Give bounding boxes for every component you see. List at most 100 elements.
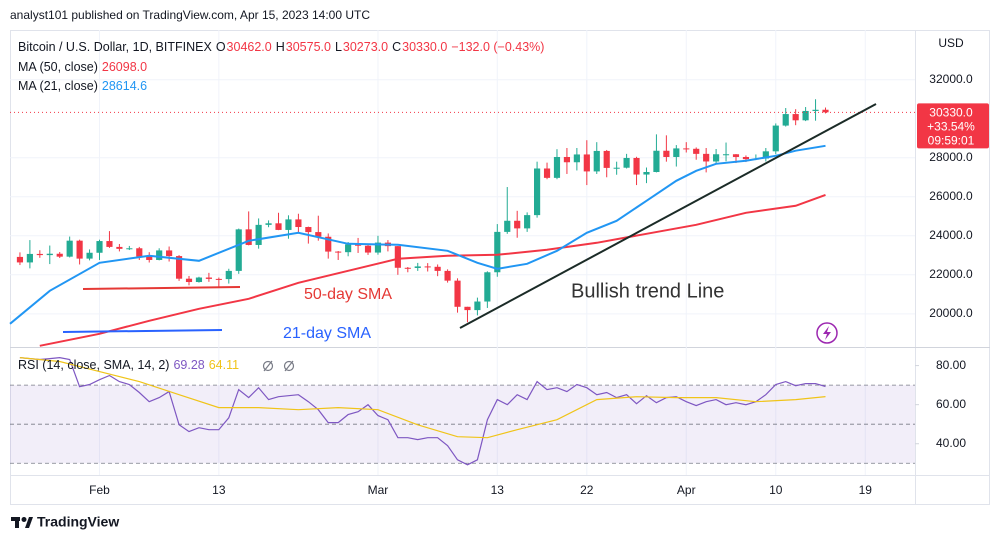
candle-body xyxy=(225,270,232,280)
legend-name: MA (50, close) xyxy=(18,59,98,74)
candle-body xyxy=(26,253,33,263)
candle-body xyxy=(653,150,660,173)
publisher: analyst101 published on TradingView.com,… xyxy=(10,8,370,22)
candle-body xyxy=(703,153,710,162)
y-tick-label: 22000.0 xyxy=(929,267,973,281)
candle-body xyxy=(494,231,501,273)
candle-body xyxy=(732,154,740,157)
symbol: Bitcoin / U.S. Dollar, 1D, BITFINEX xyxy=(18,40,212,54)
candle-body xyxy=(275,223,282,230)
ohlc-key: L xyxy=(334,40,342,54)
candle-body xyxy=(543,168,551,178)
candle-body xyxy=(66,240,73,257)
currency: USD xyxy=(938,36,964,50)
price-tag-label: 09:59:01 xyxy=(928,133,975,147)
candle-body xyxy=(792,114,799,121)
annotation: 50-day SMA xyxy=(304,286,392,303)
candle-body xyxy=(782,114,789,126)
legend-value: 28614.6 xyxy=(101,79,148,93)
candle-body xyxy=(325,236,332,252)
rsi-legend: RSI (14, close, SMA, 14, 2) 69.28 64.11 xyxy=(18,358,243,372)
candle-body xyxy=(514,220,521,229)
main-legend: Bitcoin / U.S. Dollar, 1D, BITFINEX O3046… xyxy=(18,38,548,97)
candle-body xyxy=(315,232,322,237)
y-tick-label: 32000.0 xyxy=(929,72,973,86)
candle-body xyxy=(484,272,491,302)
legend-row: Bitcoin / U.S. Dollar, 1D, BITFINEX O3046… xyxy=(18,38,548,58)
candle-body xyxy=(136,248,143,257)
y-tick-label: 40.00 xyxy=(936,436,966,450)
x-tick-label: 10 xyxy=(769,483,783,497)
candle-body xyxy=(623,157,630,168)
candle-body xyxy=(116,246,123,249)
candle-body xyxy=(583,154,590,172)
candle-body xyxy=(424,266,431,268)
brand: TradingView xyxy=(37,514,119,530)
frame xyxy=(10,30,990,505)
candle-body xyxy=(454,280,461,307)
candle-body xyxy=(663,150,670,157)
candle-body xyxy=(146,256,153,260)
y-tick-label: 24000.0 xyxy=(929,228,973,242)
ohlc-value: 30575.0 xyxy=(285,40,331,54)
candle-body xyxy=(822,109,829,113)
moving-average xyxy=(9,144,826,325)
candle-body xyxy=(295,219,302,228)
y-tick-label: 80.00 xyxy=(936,358,966,372)
x-tick-label: Feb xyxy=(89,483,110,497)
candle-body xyxy=(245,229,252,245)
trend-line xyxy=(459,103,877,329)
indicator-value: 69.28 xyxy=(173,358,205,372)
candle-body xyxy=(265,223,272,225)
legend-name: MA (21, close) xyxy=(18,79,98,93)
rsi-icons xyxy=(262,360,295,372)
event-icon[interactable] xyxy=(816,322,838,344)
candle-body xyxy=(553,156,561,178)
candle-body xyxy=(524,215,531,229)
marks xyxy=(9,99,915,466)
tv-logo xyxy=(11,517,33,528)
x-tick-label: 13 xyxy=(491,483,505,497)
legend-value: 26098.0 xyxy=(101,59,148,74)
legend-row: MA (21, close) 28614.6 xyxy=(18,77,548,97)
candle-body xyxy=(722,154,730,156)
y-tick-label: 20000.0 xyxy=(929,306,973,320)
sma50-marker xyxy=(82,286,241,290)
candle-body xyxy=(673,148,680,157)
candle-body xyxy=(205,277,212,279)
ohlc-value: 30462.0 xyxy=(226,40,272,54)
candle-body xyxy=(345,244,352,253)
candle-body xyxy=(593,150,600,172)
y-tick-label: 26000.0 xyxy=(929,189,973,203)
indicator-name: RSI (14, close, SMA, 14, 2) xyxy=(18,358,170,372)
candle-body xyxy=(255,224,262,245)
candle-body xyxy=(215,278,222,280)
candle-body xyxy=(56,253,63,257)
candle-body xyxy=(156,250,163,260)
drawings: 50-day SMA 21-day SMA Bullish trend Line xyxy=(62,103,877,372)
candle-body xyxy=(106,241,113,247)
candle-body xyxy=(335,251,342,253)
candle-body xyxy=(802,110,809,121)
x-tick-label: Apr xyxy=(677,483,696,497)
indicator-value: 64.11 xyxy=(208,358,240,372)
candle-body xyxy=(46,253,53,256)
candle-body xyxy=(504,220,511,232)
x-tick-label: 13 xyxy=(212,483,226,497)
candle-body xyxy=(126,248,133,250)
price-tag xyxy=(917,103,989,149)
candle-body xyxy=(166,250,173,257)
candle-body xyxy=(534,168,541,216)
candle-body xyxy=(643,172,650,175)
candle-body xyxy=(613,167,620,169)
ohlc-key: C xyxy=(392,40,402,54)
y-tick-label: 60.00 xyxy=(936,397,966,411)
candle-body xyxy=(742,156,750,160)
annotation: 21-day SMA xyxy=(283,325,371,342)
price-tag-label: +33.54% xyxy=(927,119,975,133)
candle-body xyxy=(394,246,401,268)
candle-body xyxy=(86,252,93,259)
candle-body xyxy=(563,156,571,163)
candle-body xyxy=(364,245,372,253)
ohlc-key: H xyxy=(275,40,285,54)
